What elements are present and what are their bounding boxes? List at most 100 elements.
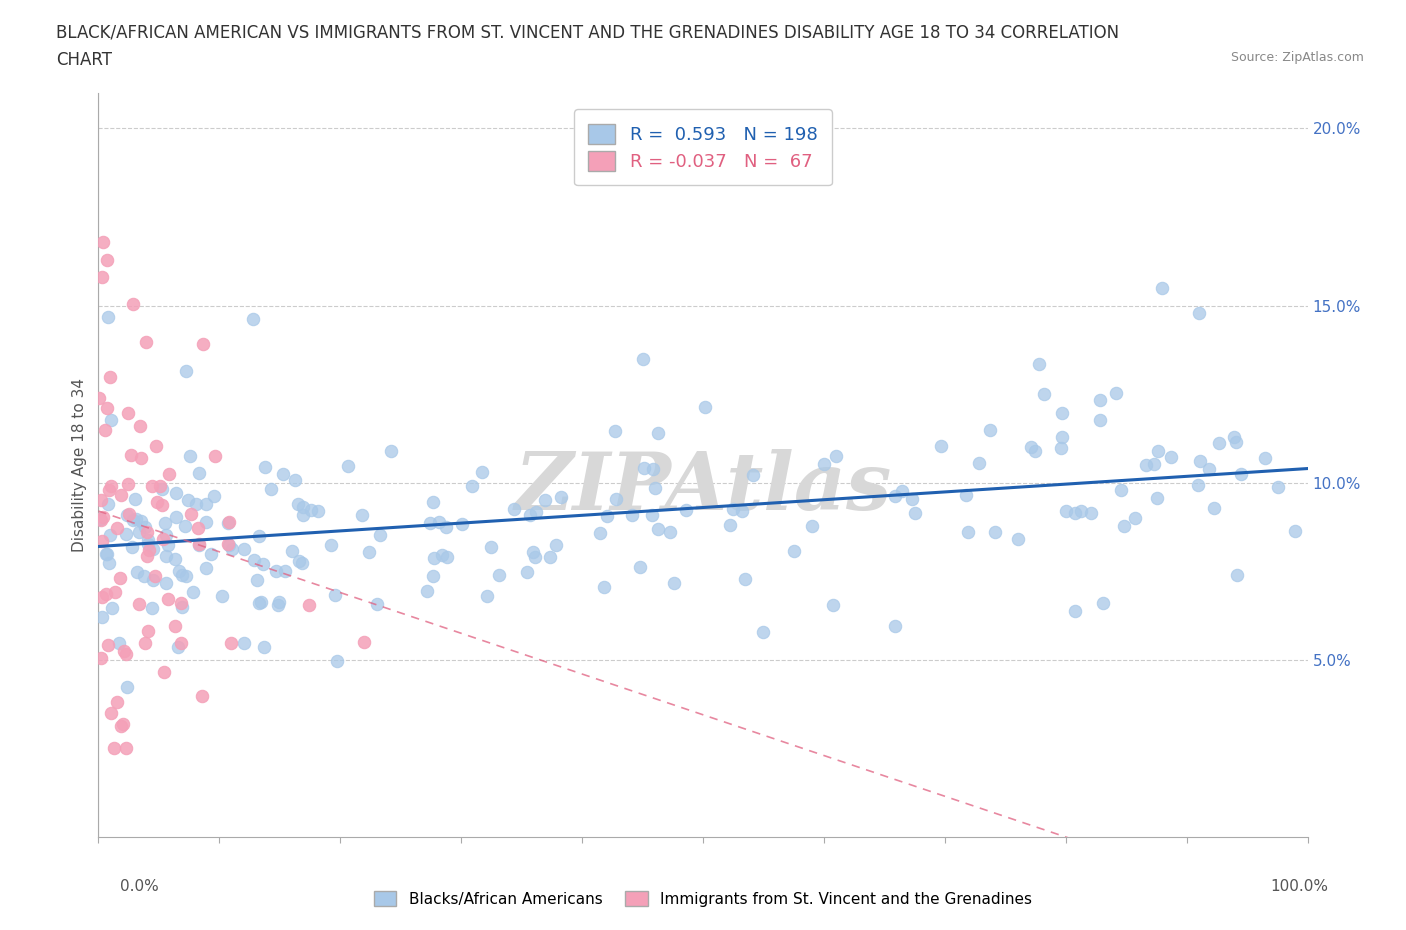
Point xyxy=(180,506,202,521)
Point xyxy=(884,618,907,633)
Point xyxy=(323,588,346,603)
Point xyxy=(1028,357,1050,372)
Point xyxy=(219,636,242,651)
Point xyxy=(1070,503,1092,518)
Point xyxy=(544,538,567,552)
Point xyxy=(621,508,644,523)
Point xyxy=(307,503,329,518)
Point xyxy=(1019,440,1042,455)
Point xyxy=(266,564,288,578)
Point xyxy=(117,508,139,523)
Text: CHART: CHART xyxy=(56,51,112,69)
Point xyxy=(283,472,305,487)
Point xyxy=(366,597,388,612)
Point xyxy=(165,485,187,500)
Point xyxy=(903,506,925,521)
Point xyxy=(96,252,118,267)
Point xyxy=(91,510,114,525)
Point xyxy=(141,479,163,494)
Point xyxy=(427,514,450,529)
Point xyxy=(218,538,240,552)
Point xyxy=(1050,441,1073,456)
Point xyxy=(595,509,617,524)
Point xyxy=(188,537,211,551)
Point xyxy=(167,564,190,578)
Point xyxy=(1142,457,1164,472)
Point xyxy=(416,584,439,599)
Point xyxy=(128,597,150,612)
Point xyxy=(436,520,458,535)
Point xyxy=(502,502,524,517)
Point xyxy=(98,555,121,570)
Point xyxy=(190,688,212,703)
Point xyxy=(353,634,375,649)
Point xyxy=(1091,596,1114,611)
Point xyxy=(104,584,127,599)
Point xyxy=(96,401,118,416)
Point xyxy=(96,547,118,562)
Point xyxy=(105,695,128,710)
Point xyxy=(194,497,217,512)
Point xyxy=(111,716,134,731)
Point xyxy=(124,492,146,507)
Point xyxy=(292,507,315,522)
Point xyxy=(516,565,538,579)
Point xyxy=(246,573,269,588)
Point xyxy=(524,504,547,519)
Point xyxy=(550,489,572,504)
Point xyxy=(1188,454,1211,469)
Point xyxy=(298,597,321,612)
Point xyxy=(165,619,187,634)
Point xyxy=(195,514,218,529)
Point xyxy=(152,532,174,547)
Point xyxy=(254,459,277,474)
Point xyxy=(112,644,135,658)
Point xyxy=(165,510,187,525)
Point xyxy=(647,426,669,441)
Point xyxy=(121,539,143,554)
Point xyxy=(823,598,845,613)
Point xyxy=(269,595,291,610)
Point xyxy=(176,493,198,508)
Point xyxy=(103,741,125,756)
Point xyxy=(368,527,391,542)
Point xyxy=(1105,386,1128,401)
Point xyxy=(1123,511,1146,525)
Point xyxy=(436,550,458,565)
Point xyxy=(471,465,494,480)
Point xyxy=(662,575,685,590)
Point xyxy=(1088,392,1111,407)
Point xyxy=(115,741,138,756)
Point xyxy=(94,423,117,438)
Point xyxy=(644,481,666,496)
Text: BLACK/AFRICAN AMERICAN VS IMMIGRANTS FROM ST. VINCENT AND THE GRENADINES DISABIL: BLACK/AFRICAN AMERICAN VS IMMIGRANTS FRO… xyxy=(56,23,1119,41)
Point xyxy=(291,499,314,514)
Point xyxy=(142,573,165,588)
Point xyxy=(957,525,980,539)
Point xyxy=(271,467,294,482)
Point xyxy=(955,487,977,502)
Point xyxy=(1284,524,1306,538)
Point xyxy=(233,635,256,650)
Point xyxy=(98,527,121,542)
Point xyxy=(422,495,444,510)
Point xyxy=(172,600,194,615)
Point xyxy=(188,465,211,480)
Point xyxy=(287,553,309,568)
Point xyxy=(1267,479,1289,494)
Point xyxy=(153,515,176,530)
Point xyxy=(217,537,239,551)
Legend: Blacks/African Americans, Immigrants from St. Vincent and the Grenadines: Blacks/African Americans, Immigrants fro… xyxy=(367,885,1039,913)
Point xyxy=(522,545,544,560)
Point xyxy=(1208,435,1230,450)
Point xyxy=(247,596,270,611)
Point xyxy=(136,549,159,564)
Point xyxy=(108,571,131,586)
Point xyxy=(145,439,167,454)
Point xyxy=(605,491,627,506)
Point xyxy=(98,483,121,498)
Point xyxy=(593,580,616,595)
Point xyxy=(891,484,914,498)
Point xyxy=(641,461,664,476)
Point xyxy=(187,521,209,536)
